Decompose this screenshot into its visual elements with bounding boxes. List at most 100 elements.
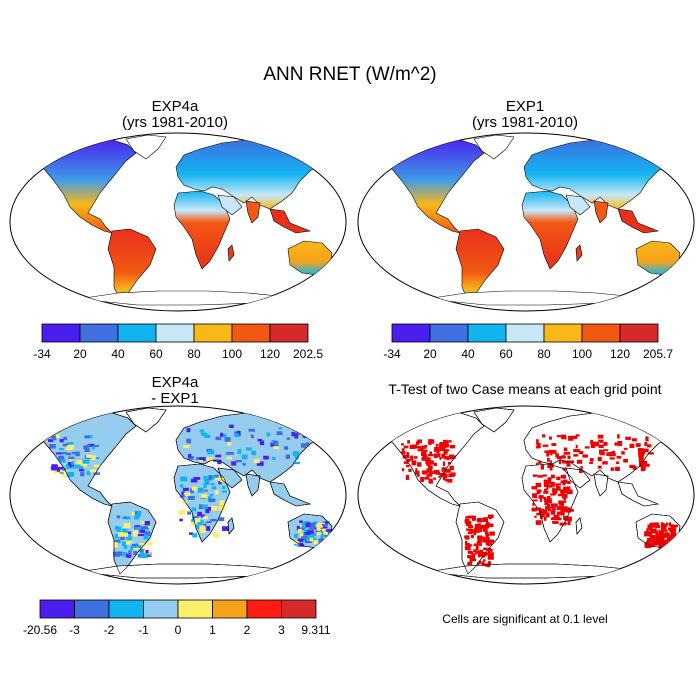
anomaly-cell	[293, 540, 299, 545]
significant-cell	[658, 530, 664, 535]
significant-cell	[401, 443, 404, 446]
colorbar-label: 100	[572, 347, 592, 361]
significant-cell	[563, 479, 568, 484]
anomaly-cell	[257, 438, 263, 442]
significant-cell	[561, 506, 568, 511]
significant-cell	[606, 452, 612, 456]
significant-cell	[547, 477, 552, 481]
significant-cell	[555, 453, 559, 458]
anomaly-cell	[188, 453, 192, 458]
significant-cell	[450, 454, 454, 460]
anomaly-cell	[187, 456, 194, 460]
significant-cell	[416, 446, 422, 449]
anomaly-cell	[192, 533, 198, 538]
anomaly-cell	[215, 490, 219, 495]
anomaly-cell	[208, 475, 212, 481]
anomaly-cell	[202, 523, 207, 527]
significant-cell	[489, 531, 495, 536]
colorbar-label: -20.56	[23, 623, 57, 637]
significant-cell	[550, 493, 556, 496]
anomaly-cell	[218, 517, 225, 522]
anomaly-cell	[180, 484, 184, 488]
significant-cell	[552, 521, 559, 524]
significant-cell	[535, 520, 542, 525]
significant-cell	[609, 457, 615, 460]
significant-cell	[649, 523, 653, 529]
anomaly-cell	[209, 493, 214, 497]
anomaly-cell	[298, 542, 303, 546]
anomaly-cell	[191, 507, 197, 512]
map-ttest	[357, 405, 695, 585]
coastline-south-america	[455, 501, 505, 575]
colorbar-box	[117, 323, 157, 343]
significant-cell	[655, 525, 661, 529]
anomaly-cell	[195, 524, 202, 529]
colorbar-label: 205.7	[643, 347, 673, 361]
colorbar-label: 60	[149, 347, 163, 361]
anomaly-cell	[125, 531, 131, 535]
significant-cell	[482, 517, 489, 523]
anomaly-cell	[58, 458, 66, 463]
significant-cell	[539, 497, 542, 503]
significant-cell	[638, 454, 643, 458]
anomaly-cell	[305, 427, 313, 433]
significant-cell	[542, 474, 547, 477]
anomaly-cell	[293, 432, 301, 435]
continent-madagascar	[227, 244, 235, 262]
anomaly-cell	[134, 526, 141, 530]
significant-cell	[541, 511, 545, 517]
significant-cell	[561, 455, 565, 459]
anomaly-cell	[231, 461, 237, 466]
anomaly-cell	[229, 424, 234, 428]
significant-cell	[487, 514, 494, 519]
anomaly-cell	[286, 437, 290, 440]
significant-cell	[648, 526, 653, 531]
significant-cell	[567, 455, 571, 460]
significant-cell	[476, 518, 483, 523]
significant-cell	[449, 465, 454, 471]
significant-cell	[551, 481, 555, 487]
anomaly-cell	[294, 433, 299, 439]
anomaly-cell	[199, 457, 206, 461]
significant-cell	[670, 531, 676, 536]
colorbar-box	[429, 323, 469, 343]
significant-cell	[654, 528, 657, 533]
significant-cell	[439, 473, 445, 477]
continent-antarctica	[77, 290, 289, 306]
significant-cell	[562, 522, 568, 525]
colorbar-box	[581, 323, 621, 343]
significant-cell	[661, 528, 664, 532]
significant-cell	[546, 452, 550, 457]
significant-cell	[658, 529, 661, 532]
significant-cell	[450, 472, 456, 477]
significant-cell	[550, 474, 555, 479]
figure-title: ANN RNET (W/m^2)	[263, 64, 437, 85]
anomaly-cell	[113, 542, 118, 546]
significant-cell	[478, 543, 483, 546]
colorbar-box	[41, 323, 81, 343]
significant-cell	[564, 500, 567, 503]
anomaly-cell	[51, 464, 58, 467]
significant-cell	[413, 456, 418, 459]
significant-cell	[552, 488, 557, 493]
anomaly-cell	[221, 526, 229, 531]
significant-cell	[563, 447, 568, 452]
significant-cell	[616, 461, 620, 465]
significant-cell	[466, 528, 472, 531]
significant-cell	[477, 540, 480, 546]
anomaly-cell	[253, 459, 260, 464]
significant-cell	[479, 539, 483, 543]
anomaly-cell	[270, 442, 275, 447]
significant-cell	[472, 530, 477, 533]
coastline-madagascar	[227, 517, 235, 535]
significant-cell	[445, 469, 451, 473]
anomaly-cell	[190, 488, 194, 494]
significant-cell	[482, 540, 488, 543]
significant-cell	[598, 439, 604, 442]
anomaly-cell	[204, 434, 211, 439]
anomaly-cell	[217, 459, 222, 465]
anomaly-cell	[87, 443, 95, 447]
significant-cell	[481, 555, 485, 558]
anomaly-cell	[179, 494, 185, 498]
significant-cell	[643, 463, 647, 467]
